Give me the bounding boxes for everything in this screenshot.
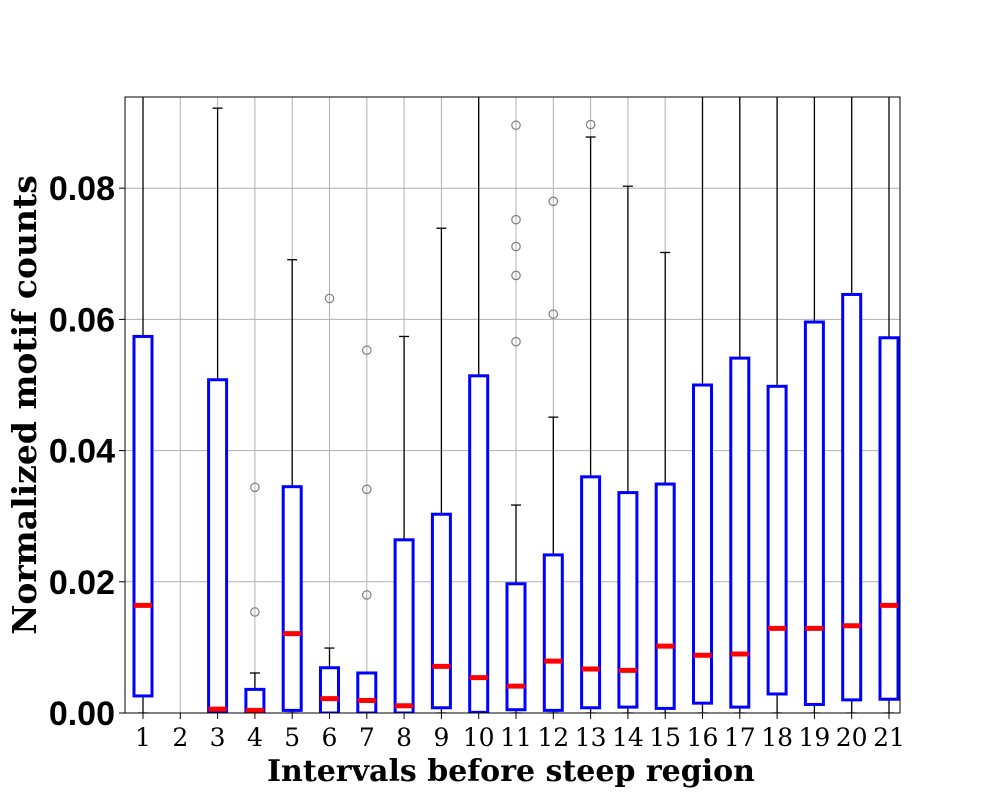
x-axis-title: Intervals before steep region xyxy=(267,754,755,789)
box-iqr xyxy=(319,666,340,713)
y-tick-label: 0.06 xyxy=(49,301,115,339)
outlier-point xyxy=(250,482,260,493)
box-iqr xyxy=(542,553,564,712)
x-tick-label: 14 xyxy=(612,723,644,752)
outlier-point xyxy=(324,293,335,304)
box-iqr xyxy=(430,512,452,710)
box-layer xyxy=(132,97,900,713)
box-iqr xyxy=(468,374,490,713)
outlier-point xyxy=(511,336,521,347)
outlier-point xyxy=(511,120,521,131)
y-tick-label: 0.02 xyxy=(49,564,115,602)
box-iqr xyxy=(393,538,415,713)
outlier-point xyxy=(511,270,521,281)
x-tick-label: 20 xyxy=(836,723,868,752)
box-iqr xyxy=(505,582,527,712)
outlier-point xyxy=(361,484,372,495)
box-iqr xyxy=(207,378,229,713)
box-iqr xyxy=(654,482,676,710)
x-tick-label: 13 xyxy=(575,723,607,752)
box-iqr xyxy=(281,485,303,712)
x-tick-label: 11 xyxy=(500,723,532,752)
plot-frame xyxy=(124,96,901,714)
y-tick-label: 0.04 xyxy=(49,433,115,471)
box-iqr xyxy=(878,336,900,701)
box-iqr xyxy=(729,356,751,709)
x-tick-label: 7 xyxy=(359,723,375,752)
box-iqr xyxy=(132,334,154,698)
y-axis-ticks: 0.00 0.02 0.04 0.06 0.08 xyxy=(49,170,125,733)
x-tick-label: 12 xyxy=(537,723,569,752)
x-tick-label: 6 xyxy=(322,723,338,752)
x-tick-label: 16 xyxy=(687,723,719,752)
x-tick-label: 17 xyxy=(724,723,756,752)
x-tick-label: 5 xyxy=(284,723,300,752)
box-iqr xyxy=(692,383,713,705)
outlier-point xyxy=(361,345,372,356)
x-tick-label: 21 xyxy=(873,723,905,752)
x-tick-label: 19 xyxy=(798,723,830,752)
outlier-point xyxy=(250,607,260,617)
outlier-point xyxy=(511,241,521,252)
x-tick-label: 3 xyxy=(210,723,226,752)
x-axis-ticks: 1 2 3 4 5 6 7 8 9 10 11 12 13 14 15 16 17 18 19 20 21 xyxy=(135,713,905,752)
box-iqr xyxy=(617,491,639,709)
box-iqr xyxy=(803,320,825,706)
outlier-point xyxy=(511,214,521,225)
box-iqr xyxy=(766,384,788,696)
x-tick-label: 15 xyxy=(649,723,681,752)
box-iqr xyxy=(356,671,378,713)
x-tick-label: 2 xyxy=(172,723,188,752)
y-tick-label: 0.08 xyxy=(49,170,115,208)
outlier-point xyxy=(548,309,559,319)
box-iqr xyxy=(841,292,863,702)
x-tick-label: 18 xyxy=(761,723,793,752)
x-tick-label: 10 xyxy=(463,723,495,752)
outlier-point xyxy=(548,196,559,207)
x-tick-label: 1 xyxy=(135,723,151,752)
box-iqr xyxy=(580,475,602,710)
x-tick-label: 8 xyxy=(396,723,412,752)
y-axis-title: Normalized motif counts xyxy=(5,175,44,635)
x-tick-label: 4 xyxy=(247,723,263,752)
x-tick-label: 9 xyxy=(433,723,449,752)
y-tick-label: 0.00 xyxy=(49,695,115,733)
outlier-point xyxy=(361,590,372,600)
outlier-point xyxy=(585,119,596,130)
